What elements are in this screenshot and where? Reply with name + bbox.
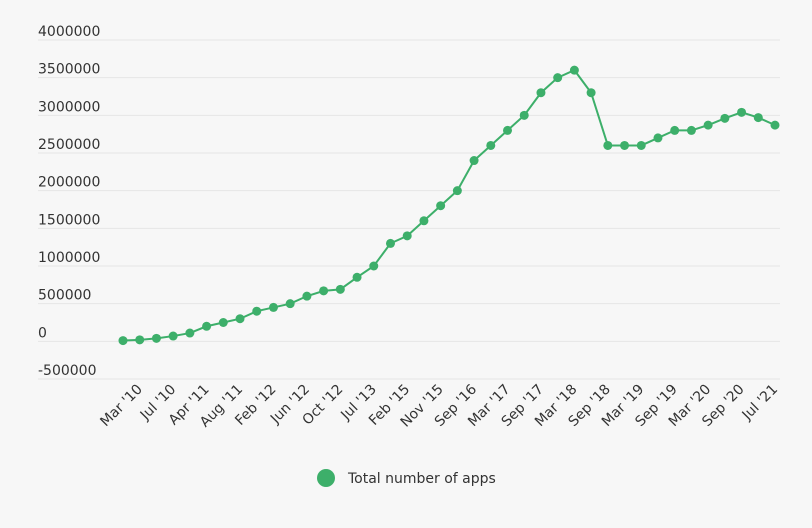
point (686, 125, 696, 135)
point (469, 156, 479, 166)
y-tick-label: 2500000 (38, 137, 100, 153)
point (569, 65, 579, 75)
point (185, 328, 195, 338)
point (285, 299, 295, 309)
point (620, 140, 630, 150)
point (653, 133, 663, 143)
y-tick-label: 1500000 (38, 212, 100, 228)
point (335, 284, 345, 294)
y-tick-label: 4000000 (38, 24, 100, 40)
point (452, 186, 462, 196)
point (352, 272, 362, 282)
point (218, 318, 228, 327)
point (436, 201, 446, 211)
point (770, 120, 780, 130)
point (519, 110, 529, 120)
point (503, 125, 513, 135)
point (319, 286, 329, 296)
y-tick-label: 1000000 (38, 250, 100, 266)
y-tick-label: 3500000 (38, 62, 100, 78)
point (268, 302, 278, 312)
point (252, 306, 262, 316)
legend-label: Total number of apps (347, 471, 496, 487)
point (670, 125, 680, 135)
point (369, 261, 379, 271)
point (536, 88, 546, 98)
point (486, 140, 496, 150)
y-tick-label: 3000000 (38, 99, 100, 115)
line (122, 68, 776, 342)
y-tick-label: 500000 (38, 288, 91, 304)
point (753, 113, 763, 123)
point (553, 73, 563, 83)
point (151, 333, 161, 343)
point (419, 216, 429, 226)
point (135, 335, 145, 345)
point (720, 113, 730, 123)
point (168, 331, 178, 341)
point (402, 231, 412, 241)
point (385, 238, 395, 248)
point (586, 88, 596, 98)
point (202, 321, 212, 331)
point (737, 107, 747, 117)
point (703, 120, 713, 130)
point (302, 291, 312, 301)
y-tick-label: 0 (38, 325, 47, 341)
y-tick-label: 2000000 (38, 175, 100, 191)
point (603, 140, 613, 150)
legend-marker (317, 469, 335, 487)
point (636, 140, 646, 150)
point (118, 336, 128, 346)
point (235, 314, 245, 324)
y-tick-label: -500000 (38, 363, 97, 379)
